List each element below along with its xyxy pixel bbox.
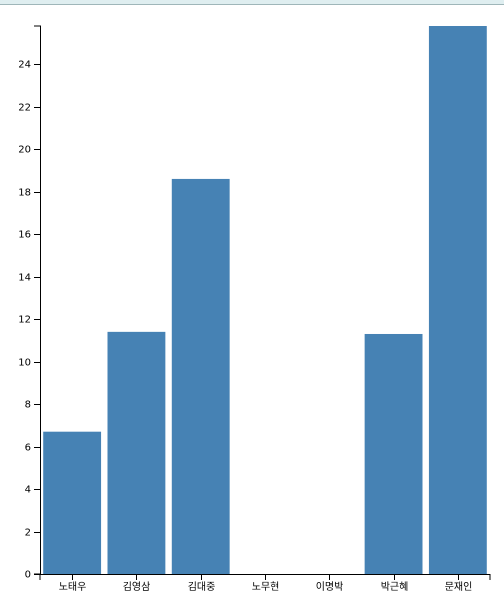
y-tick-label: 10 bbox=[18, 358, 31, 369]
y-tick-label: 6 bbox=[25, 443, 31, 454]
y-tick-label: 16 bbox=[18, 230, 31, 241]
x-tick-label: 김대중 bbox=[188, 581, 216, 593]
bar-7 bbox=[428, 26, 487, 574]
x-tick-label: 문재인 bbox=[445, 581, 473, 593]
y-tick-label: 4 bbox=[25, 485, 31, 496]
bar-6 bbox=[364, 333, 423, 574]
y-tick-label: 2 bbox=[25, 528, 31, 539]
y-tick-label: 0 bbox=[25, 570, 31, 581]
y-tick-label: 24 bbox=[18, 60, 31, 71]
y-tick-label: 20 bbox=[18, 145, 31, 156]
window-top-border bbox=[0, 0, 504, 5]
x-tick-label: 노무현 bbox=[252, 581, 280, 593]
bar-3 bbox=[171, 178, 230, 574]
bars-group bbox=[43, 26, 487, 574]
y-axis-line bbox=[34, 25, 41, 575]
x-tick-label: 김영삼 bbox=[123, 581, 151, 593]
y-tick-label: 22 bbox=[18, 103, 31, 114]
bar-2 bbox=[107, 331, 166, 574]
y-tick-label: 8 bbox=[25, 400, 31, 411]
x-tick-label: 박근혜 bbox=[381, 581, 409, 593]
x-tick-label: 노태우 bbox=[59, 581, 87, 593]
y-tick-label: 14 bbox=[18, 273, 31, 284]
y-tick-label: 18 bbox=[18, 188, 31, 199]
x-axis: 노태우 김영삼 김대중 노무현 이명박 박근혜 문재인 bbox=[39, 574, 491, 593]
y-tick-label: 12 bbox=[18, 315, 31, 326]
bar-1 bbox=[43, 431, 102, 574]
x-tick-label: 이명박 bbox=[316, 581, 344, 593]
